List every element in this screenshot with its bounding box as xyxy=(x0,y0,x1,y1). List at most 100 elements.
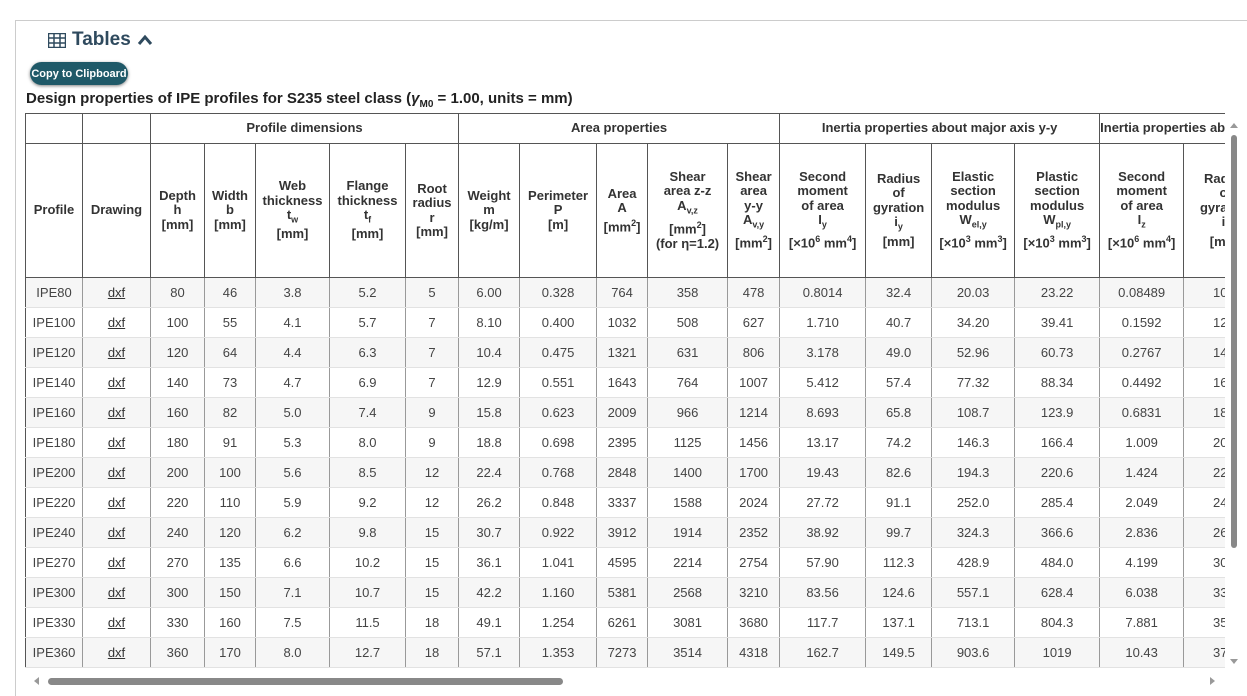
header-line: Second xyxy=(1101,169,1183,185)
cell-value: 330 xyxy=(166,615,189,630)
cell-value: 0.475 xyxy=(541,345,575,360)
header-line: Weight xyxy=(460,187,519,204)
cell-value: 91.1 xyxy=(885,495,912,510)
table-cell: 3.8 xyxy=(255,277,330,308)
dxf-link[interactable]: dxf xyxy=(107,375,126,390)
text: [×10 xyxy=(939,235,966,251)
dxf-link[interactable]: dxf xyxy=(107,555,126,570)
table-cell: 0.848 xyxy=(519,487,598,518)
dxf-link[interactable]: dxf xyxy=(107,465,126,480)
cell-value: 19.43 xyxy=(806,465,839,480)
table-cell: 166.4 xyxy=(1014,427,1101,458)
cell-value: 6.038 xyxy=(1125,585,1158,600)
dxf-link[interactable]: dxf xyxy=(107,405,126,420)
text: Web xyxy=(278,178,307,194)
table-cell: 82.6 xyxy=(865,457,933,488)
cell-value: 285.4 xyxy=(1040,495,1074,510)
dxf-link[interactable]: dxf xyxy=(107,645,126,660)
column-header: Second moment of area Iy [×106 mm4] xyxy=(779,143,867,278)
table-cell: 358 xyxy=(647,277,729,308)
cell-value: 3912 xyxy=(607,525,637,540)
dxf-link[interactable]: dxf xyxy=(107,285,126,300)
header-line: [mm2] xyxy=(729,232,779,251)
table-cell: IPE300 xyxy=(25,577,83,608)
table-cell: 252.0 xyxy=(931,487,1016,518)
cell-value: 112.3 xyxy=(882,555,915,570)
supscript: 3 xyxy=(997,234,1003,245)
text: modulus xyxy=(1030,197,1085,213)
cell-value: 300 xyxy=(166,585,189,600)
cell-value: 13.17 xyxy=(806,435,839,450)
cell-value: 5.0 xyxy=(283,405,302,420)
table-cell: 5.412 xyxy=(779,367,867,398)
text: [mm] xyxy=(416,224,448,239)
table-cell: 240 xyxy=(150,517,205,548)
table-cell: 200 xyxy=(150,457,205,488)
header-line: gyration xyxy=(1185,200,1225,216)
dxf-link[interactable]: dxf xyxy=(107,435,126,450)
cell-value: 0.698 xyxy=(541,435,575,450)
table-row: IPE100 dxf 100 55 4.1 5.7 7 8.10 0.400 1032 508 627… xyxy=(25,307,1225,338)
table-cell: 18 xyxy=(404,637,460,668)
cell-value: 83.56 xyxy=(806,585,839,600)
cell-value: 4595 xyxy=(607,555,637,570)
subscript: v,z xyxy=(686,205,698,216)
cell-value: 2352 xyxy=(739,525,769,540)
table-cell: 903.6 xyxy=(931,637,1016,668)
group-label: Profile dimensions xyxy=(246,120,363,136)
profile-name: IPE360 xyxy=(32,645,76,660)
supscript: 6 xyxy=(1134,234,1140,245)
cell-value: 1019 xyxy=(1042,645,1072,660)
table-cell: 220.6 xyxy=(1014,457,1101,488)
text: A xyxy=(617,200,627,216)
column-header: Elastic section modulus Wel,y [×103 mm3] xyxy=(931,143,1016,278)
dxf-link[interactable]: dxf xyxy=(107,525,126,540)
dxf-link[interactable]: dxf xyxy=(107,585,126,600)
dxf-link[interactable]: dxf xyxy=(107,495,126,510)
subscript: y xyxy=(897,222,903,233)
header-line: Flange xyxy=(331,178,405,194)
table-cell: 150 xyxy=(204,577,256,608)
profile-name: IPE300 xyxy=(32,585,76,600)
column-header: Drawing xyxy=(82,143,151,278)
collapse-caret[interactable] xyxy=(137,34,153,46)
horizontal-scrollbar[interactable] xyxy=(28,674,1220,688)
cell-value: 1700 xyxy=(739,465,769,480)
table-cell: 162.7 xyxy=(779,637,867,668)
text: Weight xyxy=(467,187,511,203)
table-cell: 508 xyxy=(647,307,729,338)
dxf-link[interactable]: dxf xyxy=(107,345,126,360)
table-cell: 49.0 xyxy=(865,337,933,368)
cell-value: 14.5 xyxy=(1212,345,1225,360)
profile-name: IPE240 xyxy=(32,525,76,540)
vertical-scrollbar[interactable] xyxy=(1228,122,1240,667)
table-cell: 57.90 xyxy=(779,547,867,578)
cell-value: 37.9 xyxy=(1212,645,1225,660)
cell-value: 146.3 xyxy=(956,435,990,450)
dxf-link[interactable]: dxf xyxy=(107,615,126,630)
cell-value: 64 xyxy=(222,345,238,360)
dxf-link[interactable]: dxf xyxy=(107,315,126,330)
table-cell: 5 xyxy=(404,277,460,308)
cell-value: 3081 xyxy=(673,615,702,630)
table-cell: 100 xyxy=(150,307,205,338)
cell-value: 46 xyxy=(222,285,238,300)
table-row: IPE140 dxf 140 73 4.7 6.9 7 12.9 0.551 1643 764 100… xyxy=(25,367,1225,398)
table-cell: 6.6 xyxy=(255,547,330,578)
text: Depth xyxy=(159,187,196,203)
column-header: Root radius r [mm] xyxy=(404,143,460,278)
copy-button[interactable]: Copy to Clipboard xyxy=(30,62,128,85)
table-cell: 478 xyxy=(727,277,781,308)
table-cell: 4.7 xyxy=(255,367,330,398)
table-cell: 42.2 xyxy=(458,577,521,608)
table-cell: 270 xyxy=(150,547,205,578)
table-cell: 1214 xyxy=(727,397,781,428)
panel-legend[interactable]: Tables xyxy=(46,29,159,51)
table-cell: 5381 xyxy=(596,577,649,608)
header-line: [×103 mm3] xyxy=(1016,232,1099,251)
cell-value: 162.7 xyxy=(806,645,839,660)
cell-value: 6261 xyxy=(607,615,637,630)
text: [kg/m] xyxy=(469,216,509,232)
cell-value: 7273 xyxy=(607,645,637,660)
table-cell: 10.5 xyxy=(1183,277,1225,308)
